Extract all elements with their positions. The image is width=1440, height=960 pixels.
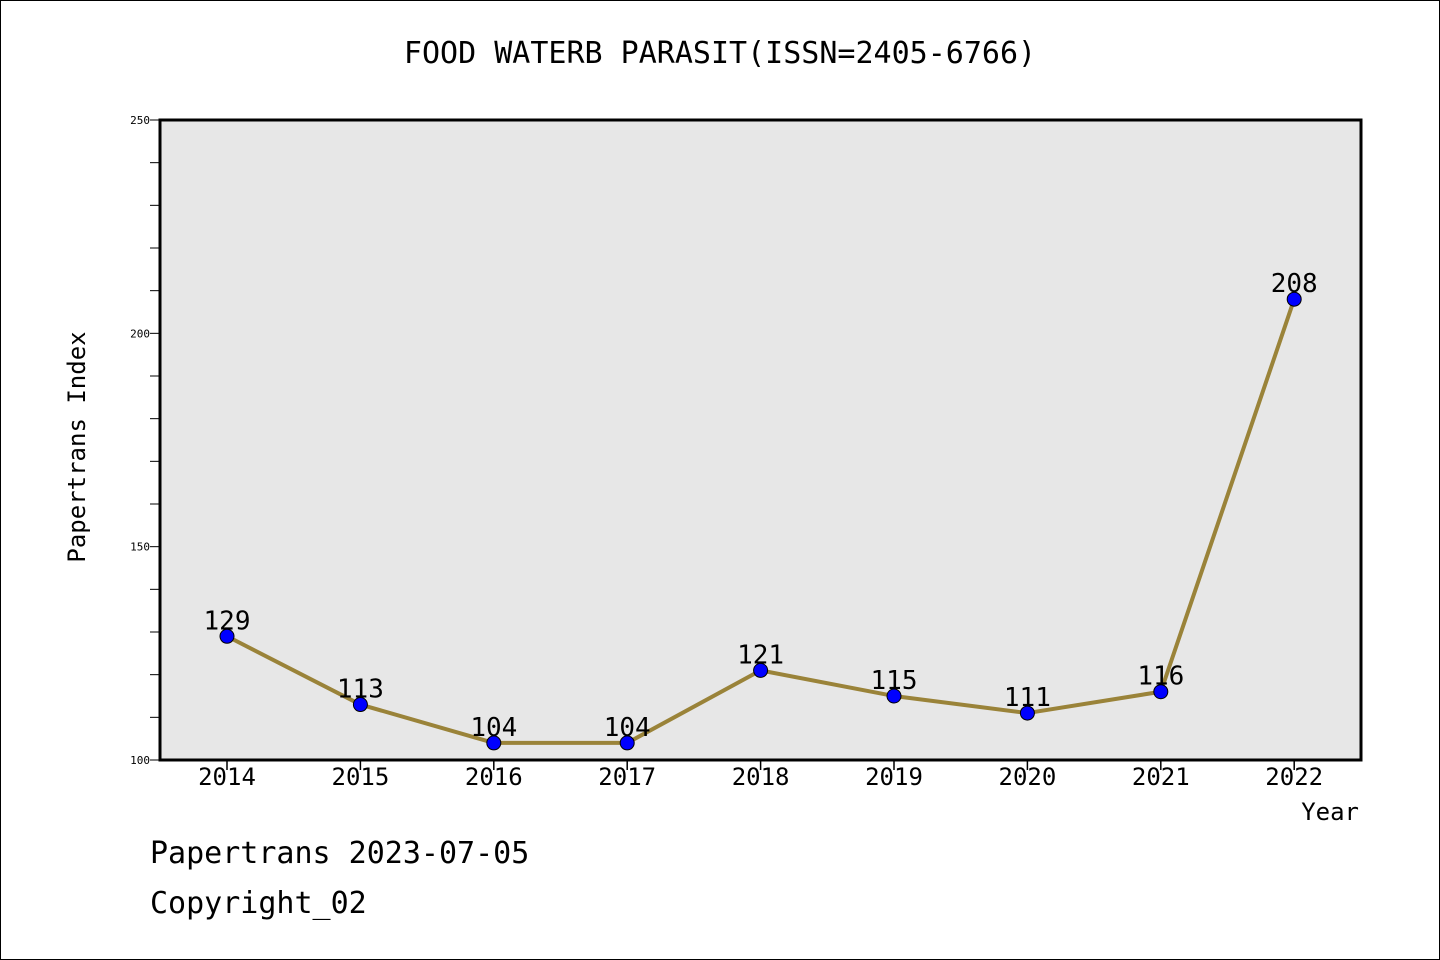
- x-tick-label: 2021: [1132, 763, 1190, 791]
- data-label: 104: [470, 713, 517, 743]
- data-point: [619, 735, 635, 751]
- data-point: [486, 735, 502, 751]
- x-tick-label: 2015: [332, 763, 390, 791]
- data-point: [1153, 684, 1169, 700]
- data-label: 104: [604, 713, 651, 743]
- data-point: [753, 662, 769, 678]
- data-point: [352, 697, 368, 713]
- data-point: [1019, 705, 1035, 721]
- data-label: 113: [337, 675, 384, 705]
- data-label: 129: [204, 606, 251, 636]
- plot-area: [158, 118, 1363, 762]
- y-axis: 100 150 200 250: [130, 114, 160, 767]
- x-tick-label: 2017: [598, 763, 656, 791]
- footer-date-line: Papertrans 2023-07-05: [150, 836, 530, 871]
- chart-title: FOOD WATERB PARASIT(ISSN=2405-6766): [403, 36, 1037, 71]
- data-point: [886, 688, 902, 704]
- x-tick-label: 2018: [732, 763, 790, 791]
- data-point: [219, 628, 235, 644]
- footer-copyright-line: Copyright_02: [150, 886, 367, 921]
- data-label: 115: [871, 666, 918, 696]
- x-tick-label: 2022: [1265, 763, 1323, 791]
- y-tick-label: 100: [130, 754, 150, 767]
- x-axis: 2014 2015 2016 2017 2018 2019 2020 2021 2022: [198, 760, 1323, 791]
- data-label: 121: [737, 640, 784, 670]
- data-label: 208: [1271, 269, 1318, 299]
- x-tick-label: 2014: [198, 763, 256, 791]
- x-tick-label: 2020: [999, 763, 1057, 791]
- x-tick-label: 2019: [865, 763, 923, 791]
- y-tick-label: 250: [130, 114, 150, 127]
- y-tick-label: 150: [130, 541, 150, 554]
- x-tick-label: 2016: [465, 763, 523, 791]
- data-label: 116: [1137, 662, 1184, 692]
- series: 129 113 104 104 121 115 111 116 208: [204, 269, 1318, 751]
- data-label: 111: [1004, 683, 1051, 713]
- y-tick-label: 200: [130, 327, 150, 340]
- y-axis-label: Papertrans Index: [63, 331, 91, 562]
- x-axis-label: Year: [1301, 798, 1359, 826]
- data-point: [1286, 291, 1302, 307]
